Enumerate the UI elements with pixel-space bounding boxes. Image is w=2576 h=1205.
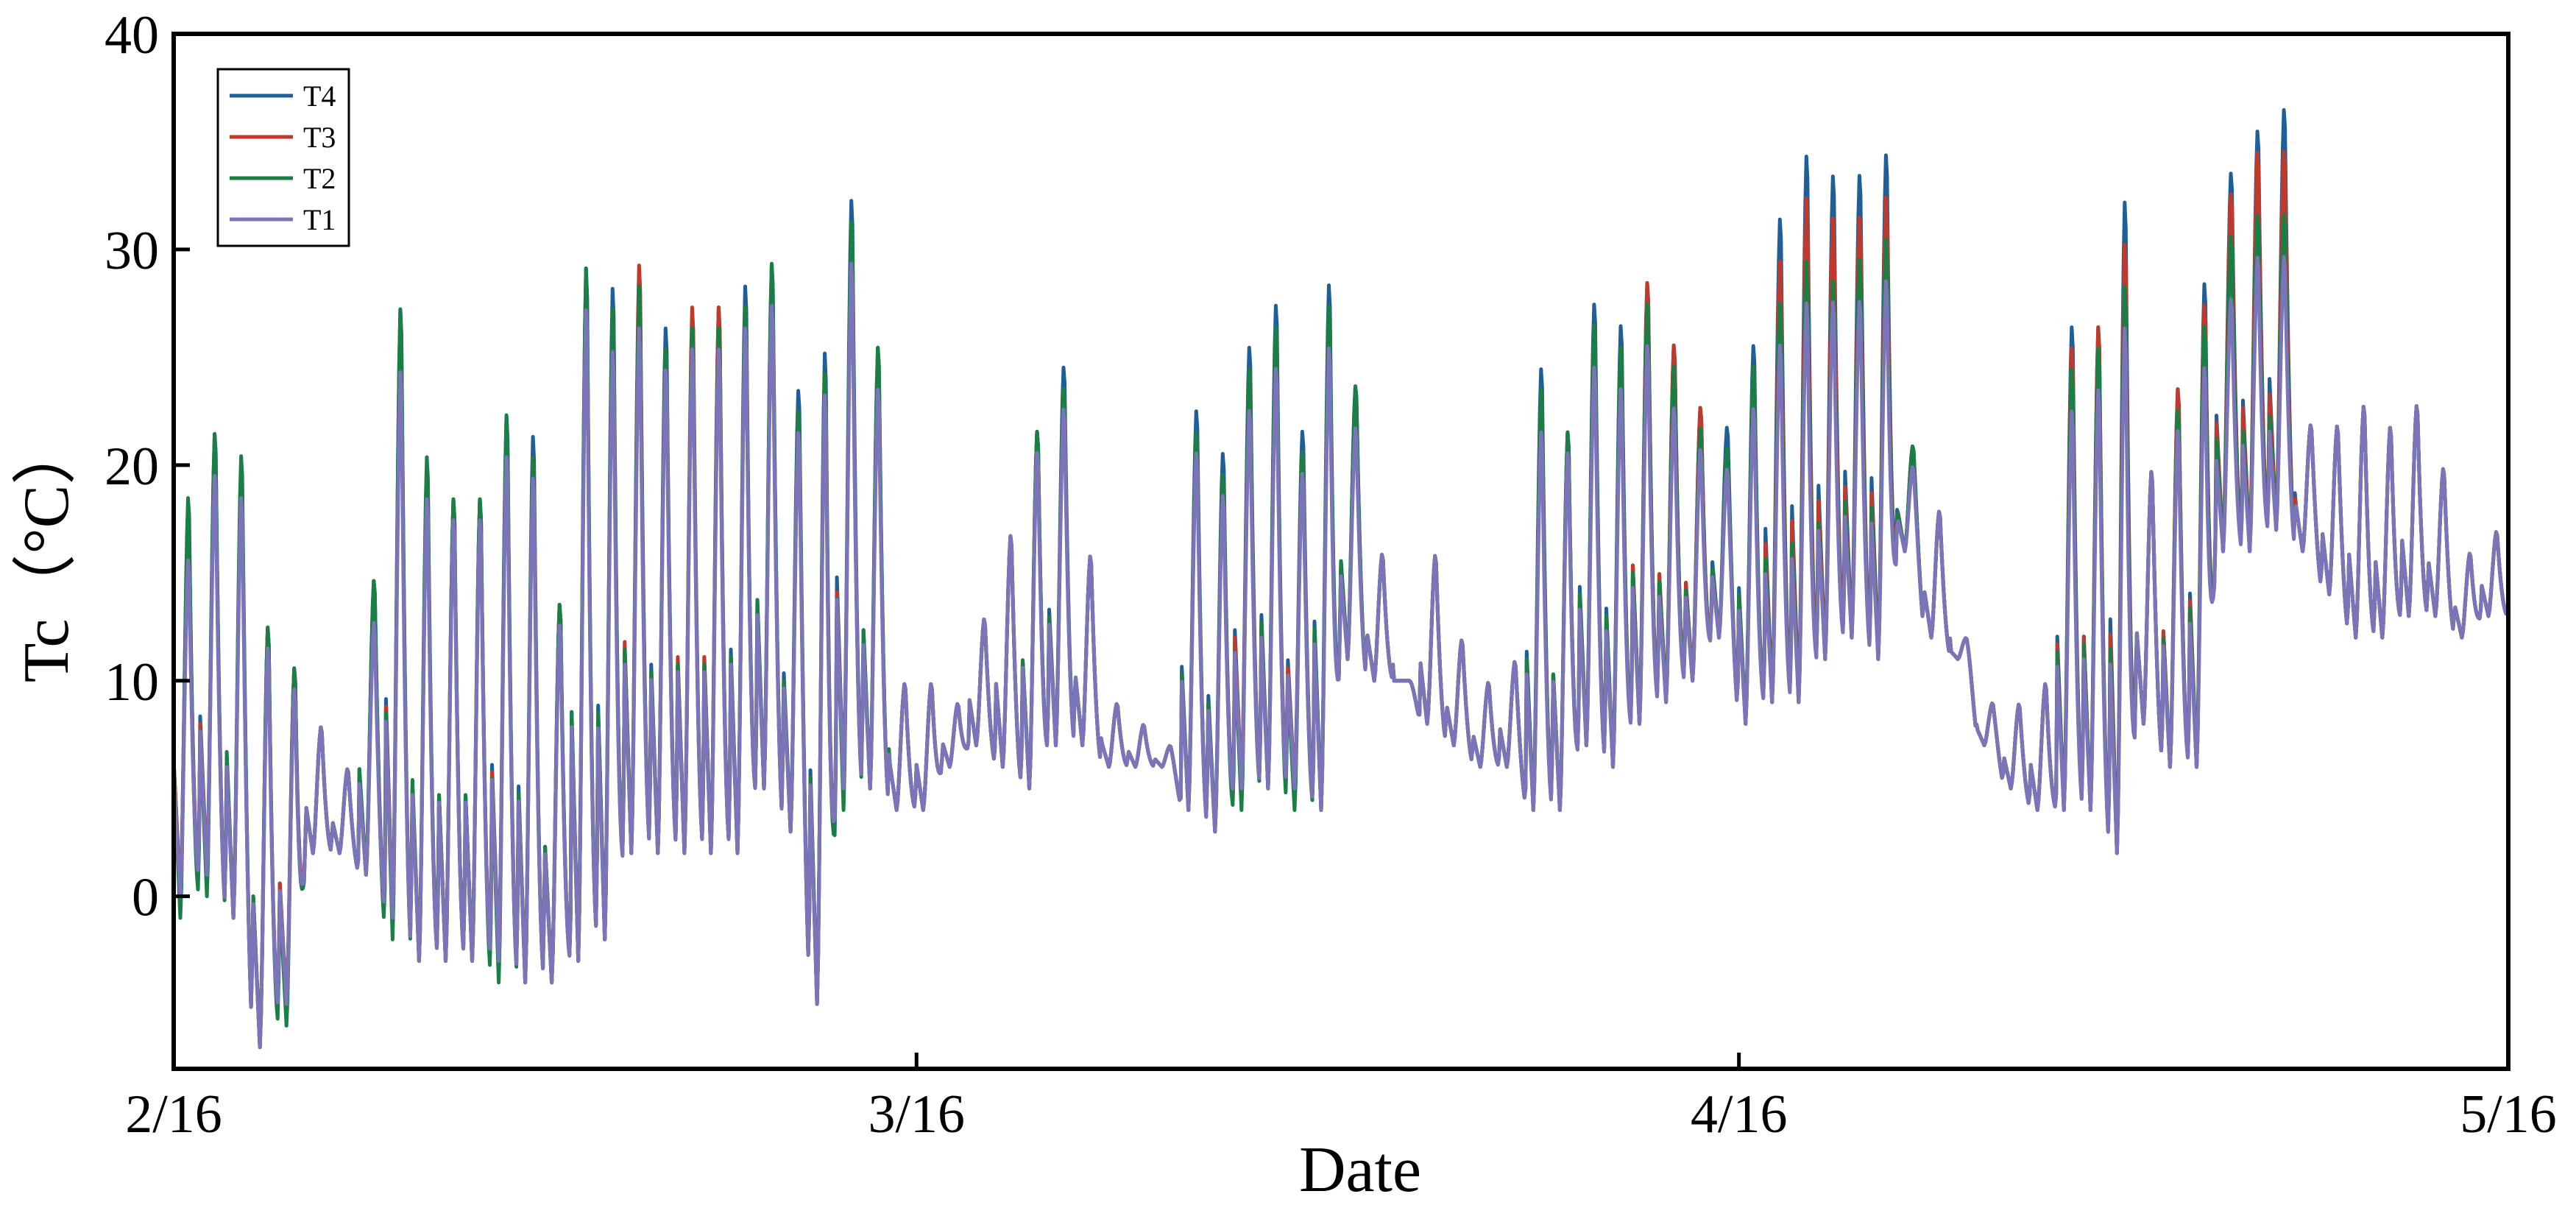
plot-frame [171, 32, 2510, 1071]
legend: T4 T3 T2 T1 [216, 68, 350, 247]
x-axis-title: Date [1299, 1134, 1421, 1205]
x-tick-label: 5/16 [2460, 1084, 2557, 1145]
series-layer [171, 107, 2509, 1050]
legend-frame [216, 68, 350, 247]
y-tick-label: 10 [105, 652, 159, 713]
x-axis: 2/16 3/16 4/16 5/16 [125, 1053, 2557, 1145]
x-tick-label: 3/16 [868, 1084, 965, 1145]
x-tick-label: 4/16 [1691, 1084, 1788, 1145]
y-tick-label: 20 [105, 437, 159, 497]
legend-label-t1: T1 [303, 203, 336, 236]
legend-label-t2: T2 [303, 162, 336, 195]
y-axis: 0 10 20 30 40 [105, 5, 190, 928]
x-tick-label: 2/16 [125, 1084, 222, 1145]
y-tick-label: 0 [132, 868, 159, 928]
legend-label-t3: T3 [303, 121, 336, 154]
legend-label-t4: T4 [303, 79, 336, 113]
y-tick-label: 40 [105, 5, 159, 66]
y-tick-label: 30 [105, 221, 159, 281]
y-axis-title: Tc（°C） [11, 420, 82, 683]
series-line-t1 [171, 255, 2509, 1050]
